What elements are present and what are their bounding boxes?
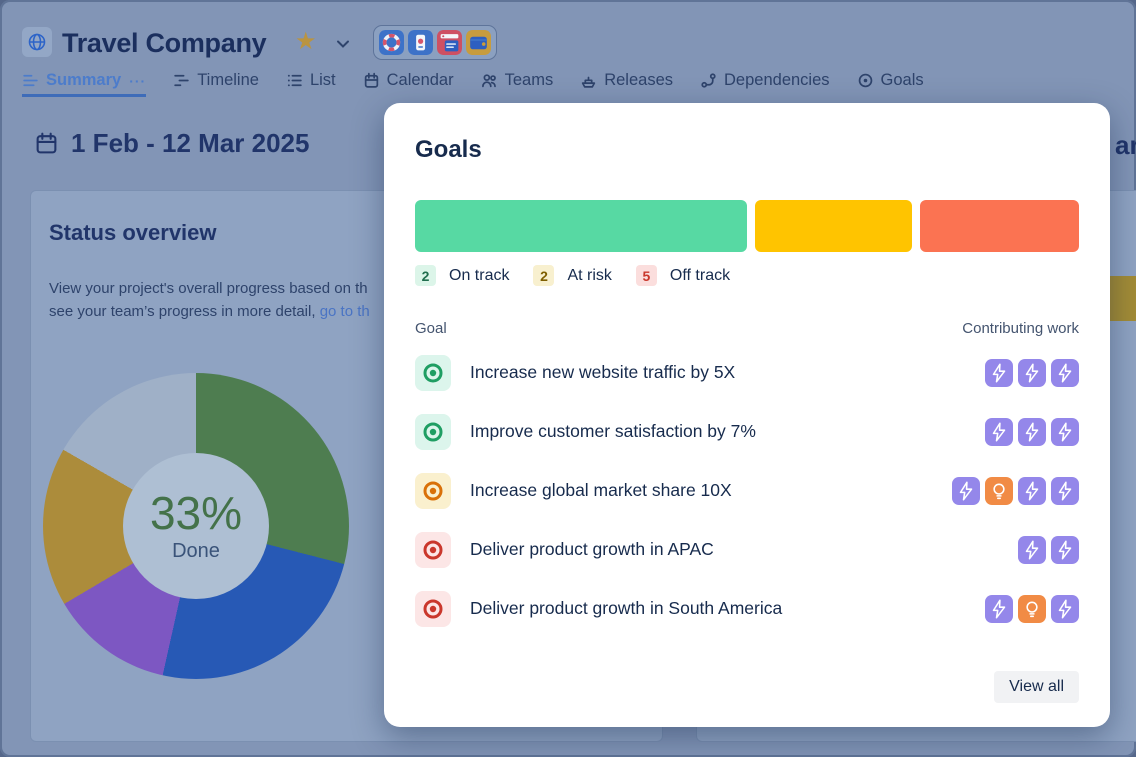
clipped-section-heading: ar (1115, 130, 1136, 160)
lightning-bolt-icon[interactable] (1018, 358, 1046, 387)
goal-title[interactable]: Deliver product growth in South America (470, 598, 783, 618)
goals-icon (857, 72, 874, 89)
status-bar-on-track[interactable] (415, 200, 748, 252)
tab-goals[interactable]: Goals (857, 71, 924, 97)
legend-item-off-track: 5 Off track (635, 265, 731, 286)
lightning-bolt-icon[interactable] (1018, 476, 1046, 505)
lightning-bolt-icon[interactable] (1051, 594, 1079, 623)
lightbulb-icon[interactable] (985, 476, 1013, 505)
legend-item-at-risk: 2 At risk (533, 265, 612, 286)
lightning-bolt-icon[interactable] (985, 417, 1013, 446)
goal-row[interactable]: Deliver product growth in South America (415, 579, 1079, 638)
lightning-bolt-icon[interactable] (952, 476, 980, 505)
goal-title[interactable]: Increase global market share 10X (470, 480, 732, 500)
goal-title[interactable]: Increase new website traffic by 5X (470, 362, 736, 382)
calendar-icon (36, 132, 57, 154)
wallet-app-icon[interactable] (466, 30, 491, 55)
tab-list[interactable]: List (286, 71, 336, 97)
status-bar-off-track[interactable] (920, 200, 1079, 252)
calendar-icon (363, 72, 380, 89)
lightning-bolt-icon[interactable] (1018, 417, 1046, 446)
progress-donut-chart: 33% Done (43, 373, 349, 679)
legend-item-on-track: 2 On track (415, 265, 509, 286)
globe-icon (22, 27, 52, 57)
goals-list: Increase new website traffic by 5X Improv… (415, 343, 1079, 638)
lifebuoy-app-icon[interactable] (379, 30, 404, 55)
contributing-work-icons (985, 594, 1079, 623)
goal-target-icon (415, 472, 451, 509)
card-title: Status overview (49, 220, 217, 245)
legend-count-badge: 5 (635, 265, 657, 286)
chevron-down-icon[interactable] (336, 36, 350, 54)
goal-target-icon (415, 531, 451, 568)
lightning-bolt-icon[interactable] (1018, 535, 1046, 564)
lightning-bolt-icon[interactable] (1051, 535, 1079, 564)
tab-releases[interactable]: Releases (580, 71, 673, 97)
goal-column-header: Goal (415, 320, 447, 337)
donut-label: Done (172, 539, 220, 562)
tab-timeline[interactable]: Timeline (173, 71, 259, 97)
lightning-bolt-icon[interactable] (985, 358, 1013, 387)
releases-icon (580, 72, 597, 89)
contributing-column-header: Contributing work (962, 320, 1079, 337)
more-icon[interactable]: ··· (129, 72, 147, 89)
view-all-button[interactable]: View all (994, 671, 1079, 703)
tab-calendar[interactable]: Calendar (363, 71, 454, 97)
goal-row[interactable]: Increase new website traffic by 5X (415, 343, 1079, 402)
phone-app-icon[interactable] (408, 30, 433, 55)
lightbulb-icon[interactable] (1018, 594, 1046, 623)
lightning-bolt-icon[interactable] (1051, 417, 1079, 446)
goal-status-bars (415, 200, 1079, 252)
goal-row[interactable]: Increase global market share 10X (415, 461, 1079, 520)
donut-center: 33% Done (123, 453, 269, 599)
goal-target-icon (415, 413, 451, 450)
contributing-work-icons (985, 417, 1079, 446)
goals-table-header: Goal Contributing work (415, 320, 1079, 337)
list-icon (286, 72, 303, 89)
tab-teams[interactable]: Teams (481, 71, 553, 97)
goal-row[interactable]: Deliver product growth in APAC (415, 520, 1079, 579)
card-description: View your project's overall progress bas… (49, 280, 370, 320)
goal-target-icon (415, 354, 451, 391)
star-icon[interactable]: ★ (295, 28, 317, 55)
modal-title: Goals (415, 136, 482, 163)
summary-icon (22, 72, 39, 89)
date-range-heading: 1 Feb - 12 Mar 2025 (34, 128, 309, 159)
linked-apps-group[interactable] (373, 25, 497, 60)
goal-row[interactable]: Improve customer satisfaction by 7% (415, 402, 1079, 461)
lightning-bolt-icon[interactable] (1051, 358, 1079, 387)
legend-count-badge: 2 (415, 265, 436, 286)
goal-title[interactable]: Deliver product growth in APAC (470, 539, 714, 559)
background-chart-fragment (1108, 276, 1136, 321)
status-legend: 2 On track 2 At risk 5 Off track (415, 265, 1079, 286)
timeline-icon (173, 72, 190, 89)
browser-app-icon[interactable] (437, 30, 462, 55)
contributing-work-icons (952, 476, 1079, 505)
legend-count-badge: 2 (533, 265, 555, 286)
lightning-bolt-icon[interactable] (985, 594, 1013, 623)
status-bar-at-risk[interactable] (755, 200, 913, 252)
lightning-bolt-icon[interactable] (1051, 476, 1079, 505)
go-to-link[interactable]: go to th (319, 303, 370, 320)
contributing-work-icons (1018, 535, 1079, 564)
page-title: Travel Company (62, 28, 267, 58)
legend-label: At risk (567, 266, 612, 284)
goals-modal: Goals 2 On track 2 At risk 5 Off track Goal C… (384, 103, 1110, 727)
dependencies-icon (700, 72, 717, 89)
teams-icon (481, 72, 498, 89)
goal-title[interactable]: Improve customer satisfaction by 7% (470, 421, 756, 441)
tab-bar: Summary ··· Timeline List Calendar Teams Relea… (22, 71, 924, 97)
legend-label: On track (449, 266, 510, 284)
tab-dependencies[interactable]: Dependencies (700, 71, 830, 97)
contributing-work-icons (985, 358, 1079, 387)
goal-target-icon (415, 590, 451, 627)
tab-summary[interactable]: Summary ··· (22, 71, 147, 97)
donut-percent: 33% (149, 486, 243, 539)
legend-label: Off track (669, 266, 731, 284)
